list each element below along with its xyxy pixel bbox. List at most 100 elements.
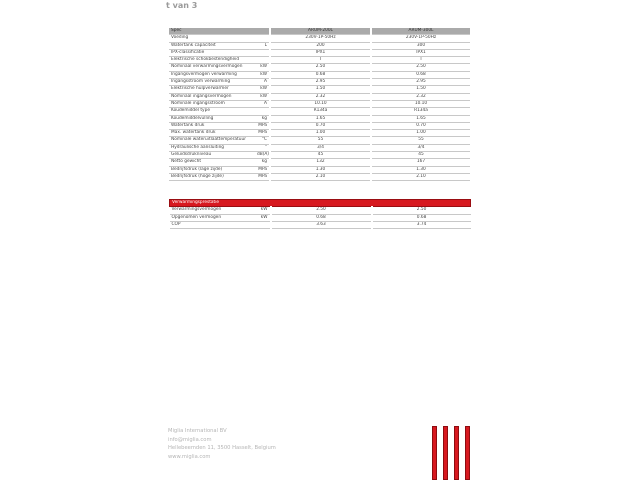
table-row: COP 3.63 3.74 <box>169 221 471 230</box>
cell-value: I <box>269 56 371 65</box>
table-row: Elektrische hulpverwarmer kW 1.50 1.50 <box>169 85 470 94</box>
cell-value: 1.00 <box>269 129 371 138</box>
cell-unit <box>255 34 270 43</box>
cell-label: Opgenomen vermogen <box>169 214 256 222</box>
cell-value: 45 <box>370 151 470 160</box>
cell-value: 0.70 <box>370 122 470 131</box>
cell-value: 2.10 <box>370 173 470 182</box>
cell-value: 1.50 <box>370 85 470 94</box>
cell-unit: MPa <box>255 166 270 174</box>
table-row: Koudemiddelvulling kg 1.65 1.65 <box>169 115 470 123</box>
cell-value: 2.10 <box>269 173 371 182</box>
cell-value: 0.68 <box>370 71 470 80</box>
cell-unit: " <box>255 144 270 153</box>
cell-label: Ingangsstroom verwarming <box>169 78 255 87</box>
cell-value: 2.50 <box>370 63 470 72</box>
cell-label: Koudemiddel type <box>169 107 255 116</box>
cell-value: 3/4 <box>370 144 470 153</box>
logo-stripe <box>443 426 448 480</box>
logo-stripe <box>432 426 437 480</box>
cell-value: 300 <box>370 42 470 50</box>
cell-label: Bedrijfsdruk (lage zijde) <box>169 166 255 174</box>
footer-website[interactable]: www.miglia.com <box>168 453 211 460</box>
cell-value: 10.10 <box>269 100 371 109</box>
cell-value: 3.63 <box>269 221 372 230</box>
cell-value: IPX1 <box>370 49 470 58</box>
cell-label: Watertank capaciteit <box>169 42 255 50</box>
footer-company: Miglia International BV <box>168 428 227 434</box>
cell-value: 0.68 <box>269 214 372 222</box>
footer: Miglia International BV info@miglia.com … <box>168 427 276 461</box>
cell-value: ARUM-200L <box>269 28 371 36</box>
cell-unit: MPa <box>255 129 270 138</box>
cell-value: 55 <box>269 136 371 145</box>
cell-label: Bedrijfsdruk (hoge zijde) <box>169 173 255 182</box>
cell-value: 1.50 <box>269 85 371 94</box>
cell-unit: L <box>255 42 270 50</box>
performance-table: Verwarmingsprestatie Verwarmingsvermogen… <box>168 198 472 230</box>
cell-value: 0.70 <box>269 122 371 131</box>
cell-value: 2.50 <box>370 206 471 215</box>
cell-value: 167 <box>370 158 470 167</box>
table-row: IPX-classificatie IPX1 IPX1 <box>169 49 470 58</box>
cell-unit: dB(A) <box>255 151 270 160</box>
table-row: Koudemiddel type R134a R134a <box>169 107 470 116</box>
cell-label: Watertank druk <box>169 122 255 131</box>
cell-value: 2.32 <box>269 93 371 101</box>
performance-title: Verwarmingsprestatie <box>168 198 472 208</box>
cell-unit <box>255 49 270 58</box>
cell-label: Nominaal verwarmingsvermogen <box>169 63 255 72</box>
cell-value: 230V-1P-50Hz <box>370 34 470 43</box>
cell-value: 2.95 <box>269 78 371 87</box>
cell-label: Voeding <box>169 34 255 43</box>
cell-value: 1.65 <box>269 115 371 123</box>
cell-label: Hydraulische aansluiting <box>169 144 255 153</box>
table-row: Max. watertank druk MPa 1.00 1.00 <box>169 129 470 138</box>
cell-unit: °C <box>255 136 270 145</box>
cell-label: Nominale ingangsstroom <box>169 100 255 109</box>
cell-value: 3/4 <box>269 144 371 153</box>
table-row: Watertank druk MPa 0.70 0.70 <box>169 122 470 131</box>
cell-label: COP <box>169 221 256 230</box>
cell-label: Ingangsvermogen verwarming <box>169 71 255 80</box>
cell-unit <box>255 221 271 230</box>
table-row: Nominale ingangsstroom A 10.10 10.10 <box>169 100 470 109</box>
cell-label: Geluidsdrukniveau <box>169 151 255 160</box>
cell-value: 45 <box>269 151 371 160</box>
cell-unit: kW <box>255 206 271 215</box>
cell-value: 1.00 <box>370 129 470 138</box>
cell-unit <box>255 56 270 65</box>
cell-label: Elektrische hulpverwarmer <box>169 85 255 94</box>
cell-label: Nominaal ingangsvermogen <box>169 93 255 101</box>
table-row: Nominaal verwarmingsvermogen kW 2.50 2.50 <box>169 63 470 72</box>
footer-address: Hellebeemden 11, 3500 Hasselt, Belgium <box>168 445 276 452</box>
cell-unit: A <box>255 100 270 109</box>
cell-label: Nominale wateruitlaattemperatuur <box>169 136 255 145</box>
page-indicator: t van 3 <box>166 1 198 10</box>
cell-unit <box>255 107 270 116</box>
cell-label: Netto gewicht <box>169 158 255 167</box>
cell-unit: A <box>255 78 270 87</box>
cell-value: I <box>370 56 470 65</box>
cell-unit: kW <box>255 85 270 94</box>
cell-label: IPX-classificatie <box>169 49 255 58</box>
cell-value: 1.65 <box>370 115 470 123</box>
table-row: Nominale wateruitlaattemperatuur °C 55 55 <box>169 136 470 145</box>
cell-value: 200 <box>269 42 371 50</box>
cell-unit: kg <box>255 115 270 123</box>
cell-unit: MPa <box>255 173 270 182</box>
table-row: Watertank capaciteit L 200 300 <box>169 42 470 50</box>
table-row: Bedrijfsdruk (lage zijde) MPa 1.30 1.30 <box>169 166 470 174</box>
footer-email[interactable]: info@miglia.com <box>168 436 212 443</box>
cell-value: 55 <box>370 136 470 145</box>
cell-value: 1.30 <box>269 166 371 174</box>
cell-value: IPX1 <box>269 49 371 58</box>
cell-value: 1.30 <box>370 166 470 174</box>
table-row: Verwarmingsvermogen kW 2.50 2.50 <box>169 206 471 215</box>
table-row: Netto gewicht kg 132 167 <box>169 158 470 167</box>
cell-unit: kW <box>255 214 271 222</box>
cell-value: ARUM-300L <box>370 28 470 36</box>
cell-value: 0.68 <box>269 71 371 80</box>
table-row: Elektrische schokbestendigheid I I <box>169 56 470 65</box>
cell-value: 230V-1P-50Hz <box>269 34 371 43</box>
